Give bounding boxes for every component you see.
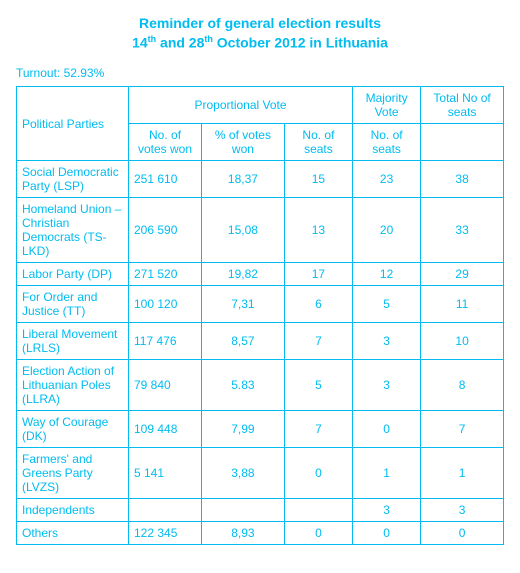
cell-party: Way of Courage (DK) [17, 411, 129, 448]
table-row: Independents 33 [17, 499, 504, 522]
results-table: Political Parties Proportional Vote Majo… [16, 86, 504, 545]
cell-total: 0 [421, 522, 504, 545]
cell-total: 1 [421, 448, 504, 499]
cell-mseats: 1 [353, 448, 421, 499]
cell-party: Homeland Union –Christian Democrats (TS-… [17, 198, 129, 263]
th-mseats: No. of seats [353, 124, 421, 161]
table-row: Farmers' and Greens Party (LVZS)5 1413,8… [17, 448, 504, 499]
cell-pct: 8,57 [202, 323, 285, 360]
cell-pseats [284, 499, 352, 522]
title-line2-mid: and 28 [156, 35, 204, 51]
cell-votes [129, 499, 202, 522]
th-pseats: No. of seats [284, 124, 352, 161]
th-majority: Majority Vote [353, 87, 421, 124]
turnout-label: Turnout: 52.93% [16, 66, 504, 80]
cell-pct: 7,31 [202, 286, 285, 323]
cell-total: 38 [421, 161, 504, 198]
cell-pct: 7,99 [202, 411, 285, 448]
cell-votes: 122 345 [129, 522, 202, 545]
cell-mseats: 0 [353, 522, 421, 545]
cell-mseats: 3 [353, 323, 421, 360]
cell-pseats: 6 [284, 286, 352, 323]
cell-votes: 100 120 [129, 286, 202, 323]
cell-votes: 251 610 [129, 161, 202, 198]
cell-mseats: 3 [353, 360, 421, 411]
table-row: Labor Party (DP)271 52019,82171229 [17, 263, 504, 286]
table-row: Homeland Union –Christian Democrats (TS-… [17, 198, 504, 263]
cell-pseats: 7 [284, 323, 352, 360]
cell-pseats: 17 [284, 263, 352, 286]
cell-pseats: 13 [284, 198, 352, 263]
cell-party: Social Democratic Party (LSP) [17, 161, 129, 198]
cell-votes: 5 141 [129, 448, 202, 499]
cell-pct: 19,82 [202, 263, 285, 286]
header-row-1: Political Parties Proportional Vote Majo… [17, 87, 504, 124]
table-row: For Order and Justice (TT)100 1207,31651… [17, 286, 504, 323]
cell-mseats: 23 [353, 161, 421, 198]
results-tbody: Social Democratic Party (LSP)251 61018,3… [17, 161, 504, 545]
table-row: Liberal Movement (LRLS)117 4768,577310 [17, 323, 504, 360]
cell-mseats: 20 [353, 198, 421, 263]
cell-pct [202, 499, 285, 522]
cell-pct: 8,93 [202, 522, 285, 545]
title-line2-post: October 2012 in Lithuania [213, 35, 388, 51]
cell-pseats: 15 [284, 161, 352, 198]
cell-votes: 109 448 [129, 411, 202, 448]
cell-mseats: 0 [353, 411, 421, 448]
cell-pct: 5.83 [202, 360, 285, 411]
th-party: Political Parties [17, 87, 129, 161]
table-row: Way of Courage (DK)109 4487,99707 [17, 411, 504, 448]
cell-party: For Order and Justice (TT) [17, 286, 129, 323]
cell-total: 8 [421, 360, 504, 411]
cell-pct: 15,08 [202, 198, 285, 263]
th-total-blank [421, 124, 504, 161]
title-line2-pre: 14 [132, 35, 148, 51]
cell-pct: 3,88 [202, 448, 285, 499]
cell-total: 11 [421, 286, 504, 323]
cell-votes: 206 590 [129, 198, 202, 263]
cell-pseats: 0 [284, 448, 352, 499]
title-line1: Reminder of general election results [139, 15, 381, 31]
page-title: Reminder of general election results 14t… [16, 14, 504, 52]
table-row: Social Democratic Party (LSP)251 61018,3… [17, 161, 504, 198]
cell-total: 3 [421, 499, 504, 522]
cell-party: Farmers' and Greens Party (LVZS) [17, 448, 129, 499]
cell-total: 7 [421, 411, 504, 448]
cell-party: Labor Party (DP) [17, 263, 129, 286]
cell-party: Election Action of Lithuanian Poles (LLR… [17, 360, 129, 411]
cell-pseats: 0 [284, 522, 352, 545]
cell-pseats: 7 [284, 411, 352, 448]
cell-party: Others [17, 522, 129, 545]
title-sup1: th [148, 34, 157, 44]
cell-total: 10 [421, 323, 504, 360]
cell-votes: 271 520 [129, 263, 202, 286]
th-votes-won: No. of votes won [129, 124, 202, 161]
cell-mseats: 3 [353, 499, 421, 522]
cell-pseats: 5 [284, 360, 352, 411]
cell-total: 33 [421, 198, 504, 263]
table-row: Others122 3458,93000 [17, 522, 504, 545]
cell-party: Independents [17, 499, 129, 522]
cell-party: Liberal Movement (LRLS) [17, 323, 129, 360]
table-row: Election Action of Lithuanian Poles (LLR… [17, 360, 504, 411]
th-pct: % of votes won [202, 124, 285, 161]
title-sup2: th [204, 34, 213, 44]
th-total: Total No of seats [421, 87, 504, 124]
cell-votes: 117 476 [129, 323, 202, 360]
cell-mseats: 12 [353, 263, 421, 286]
cell-mseats: 5 [353, 286, 421, 323]
cell-pct: 18,37 [202, 161, 285, 198]
th-prop: Proportional Vote [129, 87, 353, 124]
cell-total: 29 [421, 263, 504, 286]
cell-votes: 79 840 [129, 360, 202, 411]
